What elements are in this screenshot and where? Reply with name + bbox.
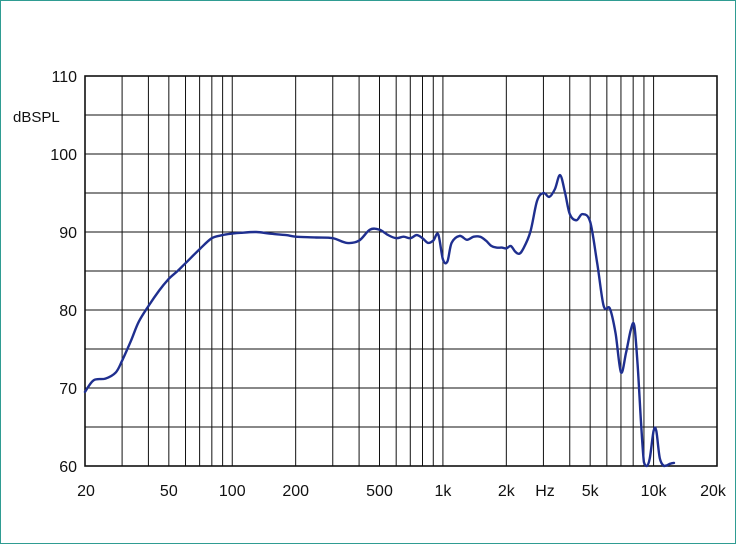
- x-tick-label: 50: [160, 483, 178, 500]
- x-tick-label: 20: [77, 483, 95, 500]
- x-tick-label: 200: [282, 483, 309, 500]
- y-tick-labels: 60 70 80 90 100 110: [50, 69, 77, 476]
- x-tick-label: 1k: [434, 483, 452, 500]
- x-tick-label: 20k: [700, 483, 727, 500]
- x-tick-label: 2k: [498, 483, 516, 500]
- grid-lines-horizontal: [85, 114, 717, 428]
- x-tick-label: 10k: [641, 483, 668, 500]
- x-axis-unit-label: Hz: [535, 483, 555, 500]
- y-axis-unit-label: dBSPL: [13, 109, 60, 126]
- x-tick-labels: 20 50 100 200 500 1k 2k 5k 10k 20k: [77, 483, 727, 500]
- grid-lines-vertical: [121, 76, 655, 466]
- x-tick-label: 500: [366, 483, 393, 500]
- y-tick-label: 60: [59, 459, 77, 476]
- y-tick-label: 100: [50, 147, 77, 164]
- plot-area-border: [84, 75, 718, 467]
- y-tick-label: 90: [59, 225, 77, 242]
- y-tick-label: 70: [59, 381, 77, 398]
- y-tick-label: 110: [51, 69, 77, 86]
- y-tick-label: 80: [59, 303, 77, 320]
- series-line-spl: [83, 173, 676, 468]
- x-tick-label: 100: [219, 483, 246, 500]
- x-tick-label: 5k: [582, 483, 600, 500]
